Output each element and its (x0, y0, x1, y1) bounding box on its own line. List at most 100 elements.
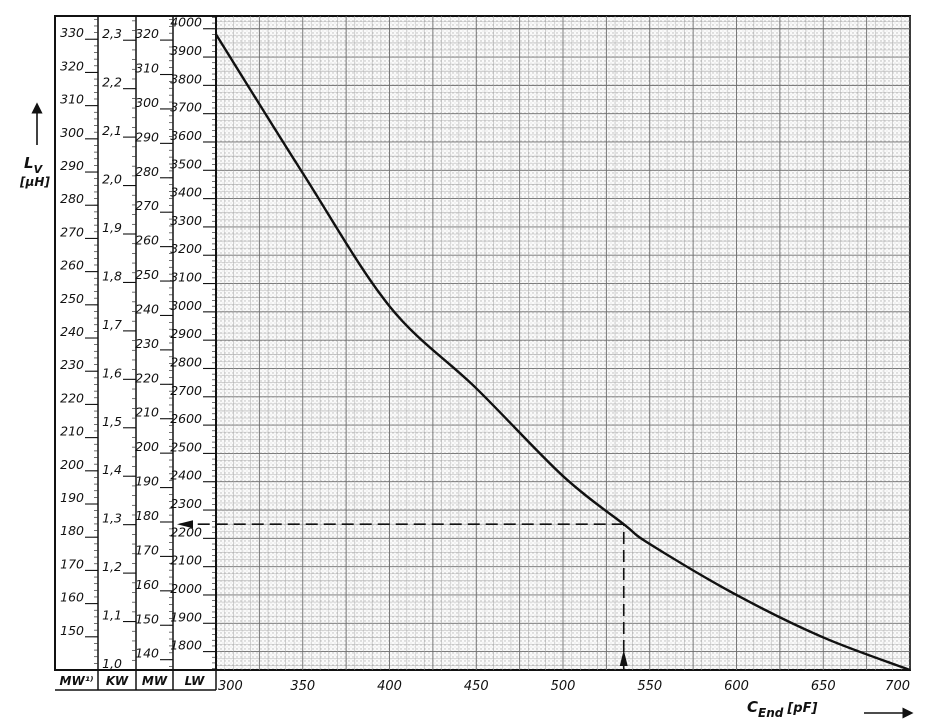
scale-tick-label: 2500 (170, 439, 202, 454)
inductance-curve (214, 33, 911, 672)
scale-tick-label: 1,0 (102, 656, 122, 671)
scale-tick-label: 3200 (170, 241, 202, 256)
scale-tick-label: 160 (135, 577, 159, 592)
scale-tick-label: 2100 (170, 553, 202, 568)
scale-tick-label: 1,8 (102, 268, 122, 283)
scale-name-label: MW¹⁾ (60, 674, 94, 688)
scale-tick-label: 3300 (170, 213, 202, 228)
scale-tick-label: 140 (135, 646, 159, 661)
y-axis-unit: [µH] (19, 175, 50, 189)
scale-tick-label: 310 (135, 61, 159, 76)
scale-tick-label: 300 (135, 95, 159, 110)
scale-tick-label: 3000 (170, 298, 202, 313)
scale-tick-label: 230 (135, 336, 159, 351)
x-axis-title: CEnd [pF] (747, 698, 914, 720)
y-axis-symbol: L (24, 154, 34, 172)
scale-tick-label: 2400 (170, 468, 202, 483)
scale-tick-label: 170 (135, 542, 159, 557)
scale-tick-label: 200 (60, 457, 84, 472)
scale-tick-label: 250 (135, 267, 159, 282)
scale-tick-label: 3100 (170, 270, 202, 285)
scale-tick-label: 320 (60, 58, 84, 73)
inductance-scales: 150 160 170 180 190 200 210 220 230 240 250 260 270 2… (60, 15, 217, 690)
x-tick-label: 550 (637, 679, 662, 694)
svg-text:CEnd[pF]: CEnd [pF] (747, 698, 817, 720)
scale-tick-label: 1,1 (102, 608, 122, 623)
scale-tick-label: 230 (60, 357, 84, 372)
scale-tick-label: 2,2 (102, 75, 122, 90)
scale-tick-label: 3800 (170, 71, 202, 86)
x-axis-symbol: C (747, 698, 758, 716)
scale-tick-label: 260 (135, 233, 159, 248)
scale-tick-label: 280 (60, 191, 84, 206)
scale-tick-label: 260 (60, 258, 84, 273)
scale-tick-label: 2300 (170, 496, 202, 511)
scale-tick-label: 1900 (170, 609, 202, 624)
scale-tick-label: 210 (60, 424, 84, 439)
scale-tick-label: 3400 (170, 185, 202, 200)
scale-tick-label: 1,5 (102, 414, 122, 429)
scale-tick-label: 220 (60, 390, 84, 405)
scale-tick-label: 2000 (170, 581, 202, 596)
scale-tick-label: 320 (135, 26, 159, 41)
scale-tick-label: 310 (60, 92, 84, 107)
example-reading (176, 520, 628, 670)
x-tick-label: 300 (218, 679, 243, 694)
series-layer (214, 33, 911, 672)
scale-tick-label: 3600 (170, 128, 202, 143)
scale-tick-label: 190 (135, 474, 159, 489)
scale-tick-label: 250 (60, 291, 84, 306)
x-axis-subscript: End (758, 706, 784, 720)
scale-name-label: LW (185, 674, 206, 688)
scale-name-label: KW (106, 674, 129, 688)
x-tick-label: 450 (464, 679, 489, 694)
scale-tick-label: 1,3 (102, 511, 122, 526)
y-axis-subscript: V (34, 163, 44, 176)
scale-tick-label: 1,9 (102, 220, 122, 235)
reading-up-arrow (619, 650, 628, 666)
scale-tick-label: 330 (60, 25, 84, 40)
scale-tick-label: 1800 (170, 638, 202, 653)
scale-tick-label: 180 (60, 523, 84, 538)
x-tick-label: 400 (377, 679, 402, 694)
scale-tick-label: 290 (60, 158, 84, 173)
scale-tick-label: 1,2 (102, 559, 122, 574)
scale-tick-label: 3700 (170, 100, 202, 115)
scale-tick-label: 160 (60, 590, 84, 605)
scale-tick-label: 150 (135, 611, 159, 626)
scale-tick-label: 220 (135, 370, 159, 385)
x-tick-labels: 300 350 400 450 500 550 600 650 700 (218, 679, 910, 694)
scale-tick-label: 180 (135, 508, 159, 523)
scale-tick-label: 210 (135, 405, 159, 420)
scale-tick-label: 2900 (170, 326, 202, 341)
scale-tick-label: 200 (135, 439, 159, 454)
scale-tick-label: 2,0 (102, 172, 122, 187)
scale-tick-label: 2200 (170, 524, 202, 539)
scale-tick-label: 170 (60, 556, 84, 571)
x-tick-label: 500 (551, 679, 576, 694)
scale-tick-label: 150 (60, 623, 84, 638)
scale-name-label: MW (142, 674, 168, 688)
scale-tick-label: 2600 (170, 411, 202, 426)
scale-tick-label: 240 (60, 324, 84, 339)
y-axis-title: LV [µH] (19, 102, 50, 189)
scale-tick-label: 190 (60, 490, 84, 505)
scale-tick-label: 4000 (170, 15, 202, 30)
scale-tick-label: 2700 (170, 383, 202, 398)
scale-tick-label: 300 (60, 125, 84, 140)
x-axis-unit: [pF] (786, 701, 817, 716)
scale-tick-label: 1,7 (102, 317, 122, 332)
x-tick-label: 700 (885, 679, 910, 694)
scale-tick-label: 1,4 (102, 462, 122, 477)
scale-tick-label: 2,3 (102, 26, 122, 41)
scale-tick-label: 3500 (170, 156, 202, 171)
scale-tick-label: 2800 (170, 354, 202, 369)
scale-tick-label: 3900 (170, 43, 202, 58)
x-tick-label: 350 (290, 679, 315, 694)
x-tick-label: 600 (724, 679, 749, 694)
reading-left-arrow (177, 520, 193, 529)
scale-tick-label: 2,1 (102, 123, 122, 138)
scale-tick-label: 270 (135, 198, 159, 213)
grid-lines (215, 16, 911, 670)
